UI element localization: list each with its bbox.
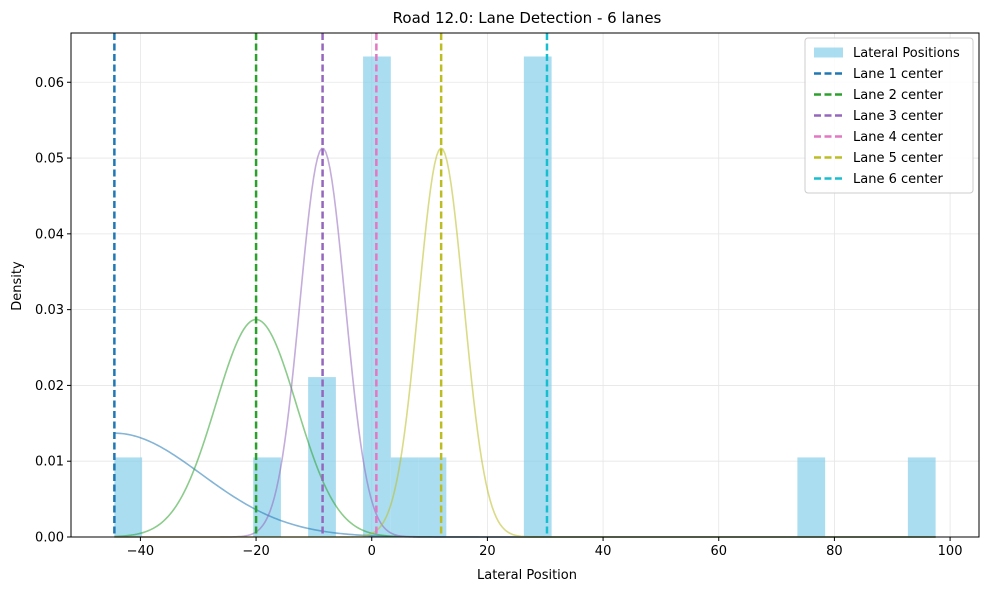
- y-axis-label: Density: [10, 261, 25, 311]
- y-tick-label: 0.02: [35, 379, 64, 394]
- x-tick-label: 0: [368, 544, 376, 559]
- y-tick-label: 0.06: [35, 76, 64, 91]
- legend-label: Lateral Positions: [853, 46, 960, 61]
- x-tick-label: −40: [127, 544, 154, 559]
- x-tick-label: 20: [479, 544, 496, 559]
- y-tick-label: 0.01: [35, 455, 64, 470]
- legend-label: Lane 1 center: [853, 67, 943, 82]
- histogram-bar: [390, 457, 419, 537]
- x-tick-label: 100: [938, 544, 963, 559]
- x-tick-label: 60: [710, 544, 727, 559]
- y-tick-label: 0.00: [35, 531, 64, 546]
- x-tick-label: 40: [595, 544, 612, 559]
- legend-label: Lane 6 center: [853, 172, 943, 187]
- x-tick-label: −20: [242, 544, 269, 559]
- legend-label: Lane 3 center: [853, 109, 943, 124]
- plot-frame: [70, 32, 980, 538]
- x-tick-label: 80: [826, 544, 843, 559]
- y-axis-ticks: 0.00 0.01 0.02 0.03 0.04 0.05 0.06: [35, 76, 71, 546]
- histogram-bar: [907, 457, 936, 537]
- legend-swatch: [814, 47, 843, 58]
- lane-center-lines: [113, 33, 549, 537]
- legend: Lateral Positions Lane 1 center Lane 2 cen…: [804, 37, 974, 194]
- y-tick-label: 0.05: [35, 152, 64, 167]
- chart-title: Road 12.0: Lane Detection - 6 lanes: [393, 9, 662, 27]
- legend-label: Lane 5 center: [853, 151, 943, 166]
- legend-label: Lane 2 center: [853, 88, 943, 103]
- legend-frame: [804, 37, 974, 194]
- legend-label: Lane 4 center: [853, 130, 943, 145]
- y-tick-label: 0.04: [35, 227, 64, 242]
- histogram-bar: [797, 457, 826, 537]
- x-axis-label: Lateral Position: [477, 568, 577, 583]
- histogram-bar: [114, 457, 143, 537]
- histogram-bar: [253, 457, 281, 537]
- y-tick-label: 0.03: [35, 303, 64, 318]
- x-axis-ticks: −40 −20 0 20 40 60 80 100: [127, 537, 963, 559]
